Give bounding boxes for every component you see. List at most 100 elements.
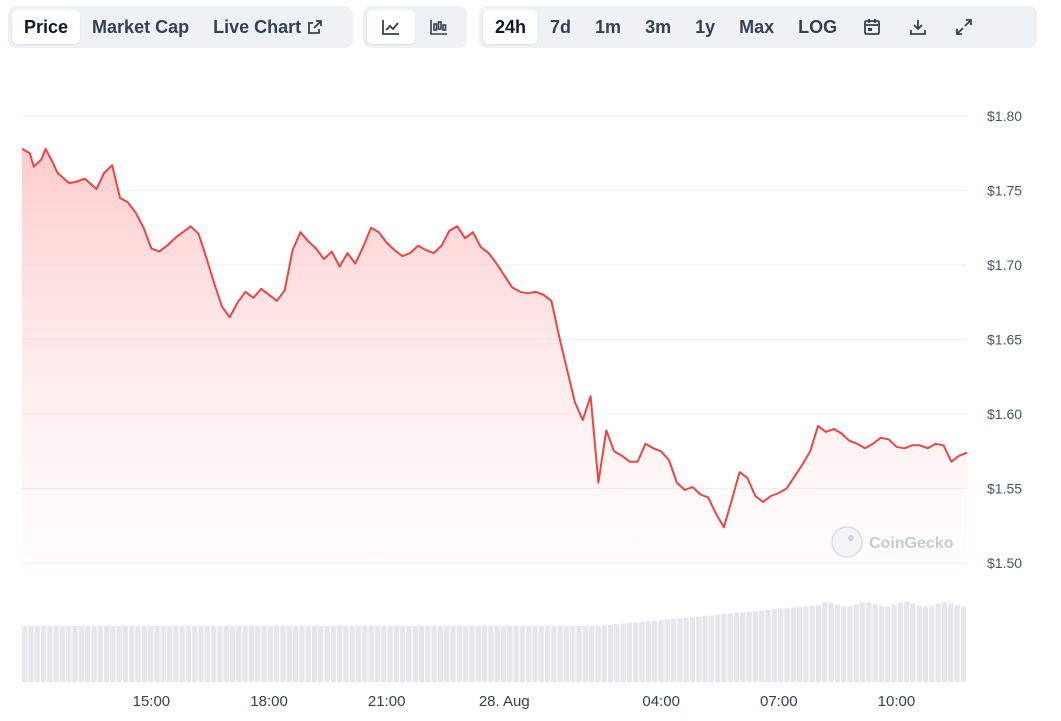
- y-tick-label: $1.55: [987, 481, 1022, 497]
- volume-bar: [286, 626, 292, 682]
- volume-bar: [904, 602, 910, 682]
- volume-bar: [444, 626, 450, 682]
- download-button[interactable]: [895, 10, 941, 44]
- volume-bar: [765, 610, 771, 682]
- volume-bar: [374, 626, 381, 682]
- volume-bar: [280, 626, 286, 682]
- candlestick-button[interactable]: [415, 10, 463, 44]
- volume-bar: [400, 626, 406, 682]
- volume-bar: [78, 626, 84, 682]
- volume-bar: [538, 626, 544, 682]
- volume-bar: [217, 626, 223, 682]
- volume-bar: [954, 605, 960, 682]
- volume-bar: [595, 625, 601, 682]
- volume-bar: [866, 602, 872, 682]
- volume-bar: [97, 626, 103, 682]
- volume-bar: [135, 626, 141, 682]
- x-tick-label: 07:00: [760, 693, 798, 710]
- volume-bar: [847, 606, 853, 682]
- volume-bar: [393, 626, 399, 682]
- volume-bar: [116, 626, 122, 682]
- volume-bar: [683, 617, 689, 682]
- volume-bar: [878, 606, 885, 682]
- volume-bar: [469, 626, 475, 682]
- volume-bar: [601, 625, 607, 682]
- volume-bar: [796, 607, 803, 682]
- volume-bar: [778, 608, 784, 682]
- y-tick-label: $1.80: [987, 108, 1022, 124]
- volume-bar: [727, 613, 733, 682]
- volume-bar: [160, 626, 166, 682]
- y-tick-label: $1.65: [987, 332, 1022, 348]
- volume-bar: [859, 602, 866, 682]
- tab-live-chart[interactable]: Live Chart: [201, 10, 335, 44]
- volume-bar: [614, 624, 620, 682]
- volume-bar: [362, 626, 368, 682]
- volume-bar: [582, 626, 588, 682]
- x-tick-label: 15:00: [133, 693, 171, 710]
- volume-bar: [689, 617, 696, 682]
- log-scale-toggle[interactable]: LOG: [786, 10, 849, 44]
- volume-bar: [179, 626, 185, 682]
- volume-bar: [670, 618, 677, 682]
- range-7d-label: 7d: [550, 17, 572, 37]
- volume-bar: [412, 626, 418, 682]
- date-picker-button[interactable]: [849, 10, 895, 44]
- volume-bar: [34, 626, 40, 682]
- volume-bar: [513, 626, 519, 682]
- price-area: [21, 147, 968, 571]
- line-chart-button[interactable]: [367, 10, 415, 44]
- volume-bar: [948, 602, 954, 682]
- tab-price[interactable]: Price: [12, 10, 81, 44]
- volume-bar: [450, 626, 456, 682]
- volume-bar: [570, 626, 576, 682]
- range-and-actions: 24h 7d 1m 3m 1y Max LOG: [479, 6, 1037, 48]
- range-3m[interactable]: 3m: [633, 10, 683, 44]
- volume-bar: [544, 626, 551, 682]
- volume-bar: [481, 626, 488, 682]
- fullscreen-icon: [955, 18, 973, 36]
- price-area-fill: [22, 148, 967, 571]
- volume-bar: [551, 626, 557, 682]
- volume-bar: [664, 619, 670, 682]
- range-1m[interactable]: 1m: [583, 10, 633, 44]
- data-type-tabs: Price Market Cap Live Chart: [8, 6, 353, 48]
- volume-bar: [519, 626, 525, 682]
- volume-bar: [677, 618, 683, 682]
- x-axis-labels: 15:00 18:00 21:00 28. Aug 04:00 07:00 10:00: [133, 693, 916, 710]
- volume-bar: [204, 626, 210, 682]
- tab-market-cap-label: Market Cap: [92, 17, 190, 37]
- volume-bar: [885, 606, 891, 682]
- range-7d[interactable]: 7d: [538, 10, 583, 44]
- range-1y[interactable]: 1y: [683, 10, 727, 44]
- tab-market-cap[interactable]: Market Cap: [80, 10, 201, 44]
- range-24h[interactable]: 24h: [483, 10, 539, 44]
- volume-bar: [229, 626, 236, 682]
- volume-bar: [740, 612, 746, 682]
- range-24h-label: 24h: [495, 17, 527, 37]
- volume-bar: [771, 609, 777, 682]
- volume-bar: [431, 626, 437, 682]
- volume-bar: [166, 626, 173, 682]
- volume-bar: [211, 626, 217, 682]
- volume-bar: [803, 606, 809, 682]
- volume-bar: [475, 626, 481, 682]
- volume-bar: [815, 605, 822, 682]
- volume-bar: [418, 626, 425, 682]
- volume-bar: [853, 604, 859, 682]
- volume-bar: [935, 603, 941, 682]
- volume-bar: [299, 626, 305, 682]
- coingecko-watermark: CoinGecko: [831, 526, 954, 558]
- volume-bar: [721, 614, 727, 682]
- volume-bar: [897, 602, 903, 682]
- volume-bar: [828, 602, 834, 682]
- y-axis-labels: $1.80 $1.75 $1.70 $1.65 $1.60 $1.55 $1.50: [987, 108, 1022, 571]
- volume-bar: [368, 626, 374, 682]
- line-chart-icon: [381, 18, 401, 36]
- fullscreen-button[interactable]: [941, 10, 987, 44]
- range-max[interactable]: Max: [727, 10, 786, 44]
- volume-bar: [110, 626, 116, 682]
- volume-bar: [910, 603, 916, 682]
- volume-bar: [305, 626, 311, 682]
